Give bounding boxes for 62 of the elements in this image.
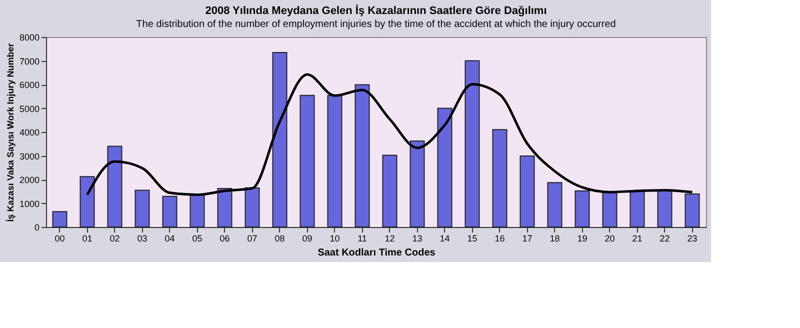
x-tick-label: 01 xyxy=(82,234,92,244)
bar xyxy=(684,193,700,228)
bar xyxy=(657,190,672,228)
y-tick-label: 1000 xyxy=(19,198,40,209)
bar xyxy=(190,193,205,228)
x-tick-label: 02 xyxy=(110,234,120,244)
x-tick-label: 04 xyxy=(164,234,175,244)
x-tick-label: 09 xyxy=(302,234,312,244)
x-tick-label: 21 xyxy=(632,234,642,244)
bar xyxy=(547,182,562,228)
x-tick-label: 14 xyxy=(440,234,450,244)
x-tick-label: 08 xyxy=(274,234,285,244)
chart-title: 2008 Yılında Meydana Gelen İş Kazalarının Saatlere Göre Dağılımı xyxy=(205,4,547,17)
x-tick-label: 06 xyxy=(220,234,230,244)
x-tick-label: 10 xyxy=(330,234,340,244)
bar xyxy=(52,211,68,228)
bar xyxy=(382,154,398,228)
x-tick-label: 16 xyxy=(494,234,505,244)
y-axis-title: İş Kazası Vaka Sayısı Work Injury Number xyxy=(5,42,16,222)
y-tick-label: 0 xyxy=(34,222,40,232)
chart-subtitle: The distribution of the number of employment injuries by the time of the accident at which the injury occurred xyxy=(136,19,616,30)
x-tick-label: 12 xyxy=(384,234,395,244)
x-tick-label: 23 xyxy=(687,234,698,244)
x-tick-label: 00 xyxy=(54,234,65,244)
x-tick-label: 07 xyxy=(247,234,258,244)
bar xyxy=(272,52,288,228)
x-tick-label: 11 xyxy=(358,234,367,244)
bar xyxy=(630,190,645,228)
bar xyxy=(492,129,508,228)
bar xyxy=(217,188,232,228)
x-tick-label: 20 xyxy=(604,234,615,244)
x-tick-label: 13 xyxy=(412,234,422,244)
y-tick-label: 7000 xyxy=(19,56,40,66)
x-tick-label: 05 xyxy=(192,234,202,244)
x-tick-label: 03 xyxy=(137,234,148,244)
line-series xyxy=(86,73,694,196)
bar xyxy=(464,60,480,228)
bar xyxy=(574,190,590,228)
bar xyxy=(244,187,260,228)
bar xyxy=(300,94,315,228)
y-tick-label: 6000 xyxy=(19,80,40,90)
y-tick-label: 4000 xyxy=(19,128,40,138)
bar xyxy=(602,192,618,228)
y-tick-label: 5000 xyxy=(19,104,40,114)
y-tick-label: 2000 xyxy=(19,175,40,185)
bar xyxy=(80,176,95,228)
bar xyxy=(162,196,178,228)
x-tick-label: 17 xyxy=(522,234,532,244)
x-tick-label: 15 xyxy=(467,234,478,244)
bar xyxy=(437,108,452,228)
bar xyxy=(410,140,425,228)
y-tick-label: 8000 xyxy=(19,32,40,42)
bar xyxy=(327,94,342,228)
x-tick-label: 18 xyxy=(550,234,560,244)
x-tick-label: 19 xyxy=(577,234,588,244)
x-axis-title: Saat Kodları Time Codes xyxy=(318,248,436,258)
x-tick-label: 22 xyxy=(660,234,670,244)
bar xyxy=(354,84,370,228)
bar xyxy=(134,190,150,228)
bar xyxy=(107,146,122,228)
bar xyxy=(520,155,535,228)
y-tick-label: 3000 xyxy=(19,151,40,162)
